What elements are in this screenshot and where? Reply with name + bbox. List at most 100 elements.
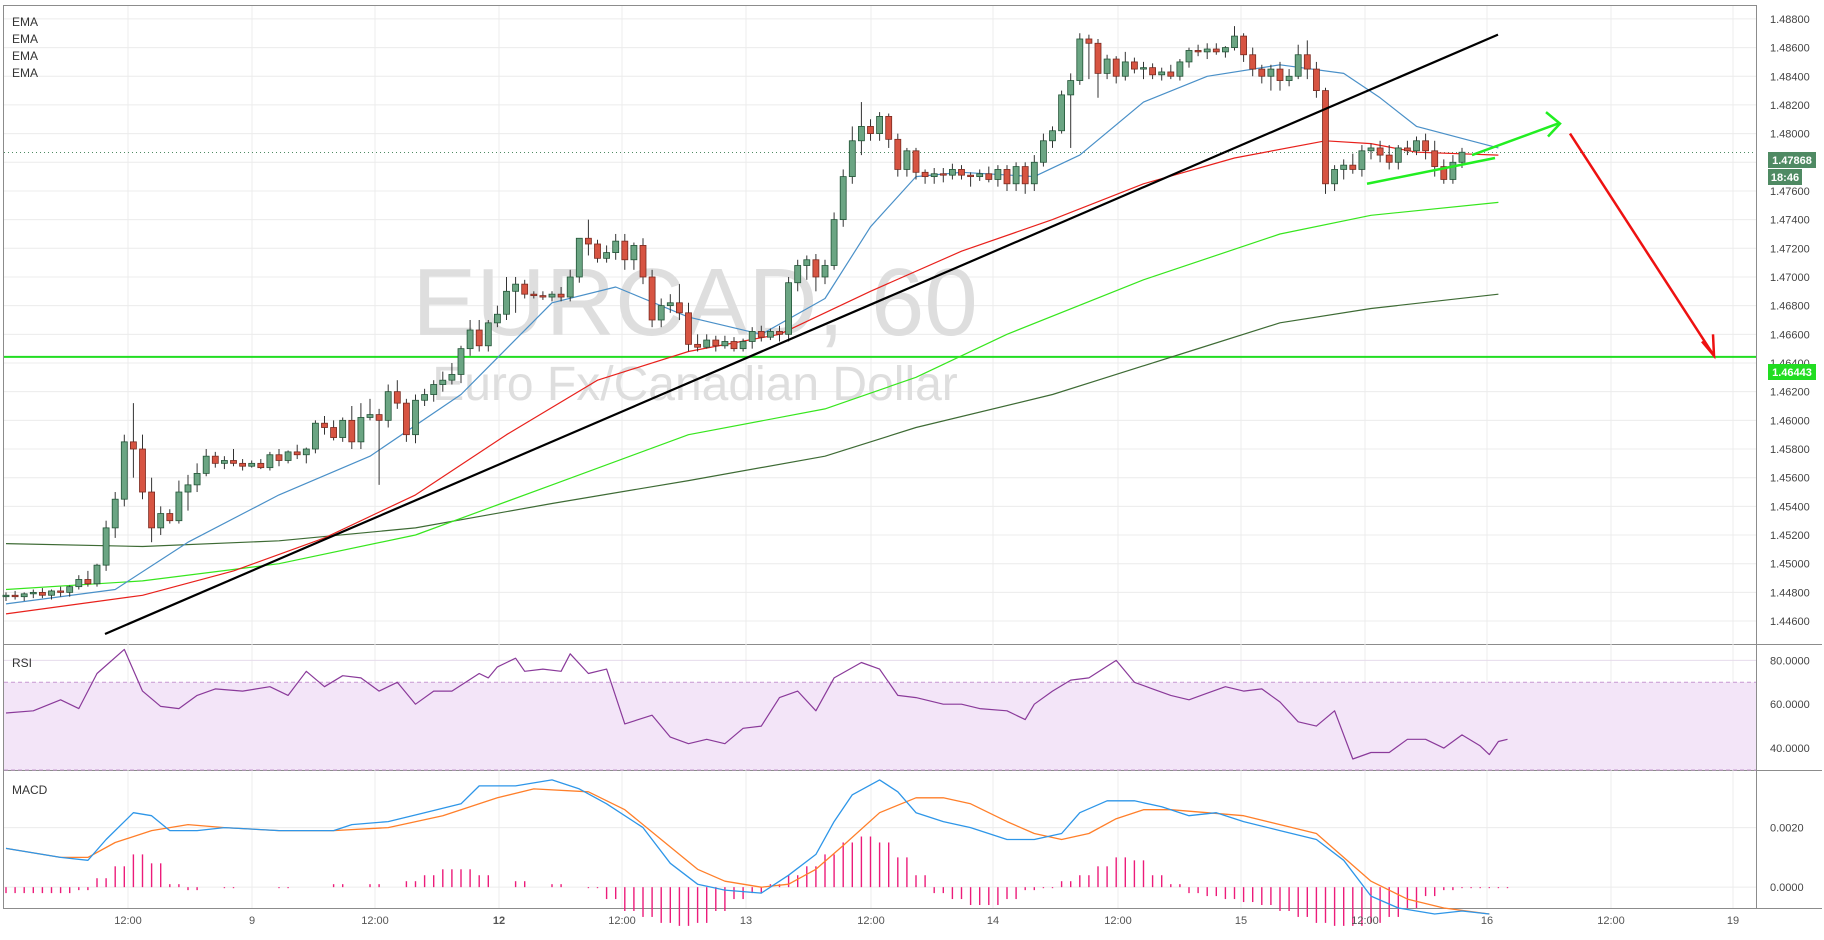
candle-body — [84, 579, 92, 585]
candle — [266, 451, 274, 471]
candle-body — [949, 169, 956, 176]
candle — [275, 449, 283, 467]
price-tick-label: 1.45800 — [1770, 444, 1810, 456]
rsi-pane[interactable] — [4, 648, 1756, 771]
candle-body — [639, 245, 647, 278]
macd-pane[interactable] — [5, 779, 1509, 926]
candle — [75, 575, 83, 590]
candle-body — [657, 305, 665, 321]
candle — [1167, 64, 1175, 80]
candle-body — [530, 293, 538, 297]
candle-body — [666, 302, 674, 307]
candle — [11, 590, 19, 600]
candle-body — [311, 422, 319, 450]
rsi-pane-label[interactable]: RSI — [12, 656, 32, 670]
candle — [39, 588, 46, 599]
candle — [211, 451, 219, 468]
candle-body — [20, 593, 28, 598]
candle-body — [29, 591, 37, 595]
candle-body — [1085, 38, 1093, 44]
last-price-badge: 1.47868 — [1768, 152, 1816, 168]
candle-body — [1194, 50, 1202, 53]
candle-body — [193, 472, 201, 486]
candle — [1267, 64, 1275, 91]
candle-body — [1049, 130, 1056, 142]
candle-body — [120, 441, 128, 500]
candle — [1212, 43, 1220, 55]
candle-body — [66, 586, 74, 593]
candle — [885, 113, 893, 148]
candle-body — [366, 414, 374, 418]
price-pane[interactable] — [2, 26, 1756, 635]
last-price-text: 1.47868 — [1772, 155, 1812, 167]
x-tick-label: 12:00 — [608, 915, 636, 927]
candle — [321, 416, 328, 435]
candle — [867, 119, 874, 141]
candle-body — [1367, 147, 1375, 152]
candle — [794, 259, 802, 292]
candle-body — [1413, 140, 1420, 152]
x-tick-label: 16 — [1481, 915, 1493, 927]
countdown-badge: 18:46 — [1768, 169, 1802, 185]
candle-body — [448, 374, 456, 381]
candle — [248, 460, 256, 468]
candle-body — [785, 282, 792, 335]
candle — [1367, 143, 1375, 160]
candle-body — [129, 441, 137, 450]
candle — [1076, 33, 1084, 85]
x-tick-label: 12:00 — [361, 915, 389, 927]
candle-body — [248, 462, 256, 467]
candle-body — [748, 331, 756, 342]
candle-body — [1431, 150, 1439, 167]
ema-legend-3[interactable]: EMA — [12, 49, 38, 63]
candle — [603, 245, 610, 263]
candle — [621, 233, 629, 270]
x-tick-label: 12:00 — [1104, 915, 1132, 927]
candle-body — [703, 339, 711, 348]
price-tick-label: 1.45000 — [1770, 559, 1810, 571]
candle-body — [402, 402, 410, 436]
candle-body — [512, 283, 519, 292]
candle — [666, 294, 674, 313]
candle-body — [1240, 35, 1247, 56]
candle — [1085, 34, 1093, 80]
candle — [612, 233, 620, 260]
price-tick-label: 1.47000 — [1770, 272, 1810, 284]
candle — [175, 480, 183, 524]
candle-body — [1249, 54, 1257, 70]
candle — [1030, 155, 1038, 191]
candle — [202, 449, 210, 477]
macd-tick-label: 0.0000 — [1770, 882, 1804, 894]
macd-pane-label[interactable]: MACD — [12, 783, 48, 797]
candle — [503, 276, 510, 320]
trendline — [104, 33, 1499, 635]
candle-body — [1131, 61, 1138, 70]
candle-body — [1140, 67, 1147, 70]
candle — [594, 239, 601, 263]
candle — [1140, 61, 1147, 80]
candle-body — [876, 115, 883, 135]
ema-legend-2[interactable]: EMA — [12, 32, 38, 46]
candle — [1394, 145, 1402, 170]
ema-legend-4[interactable]: EMA — [12, 66, 38, 80]
candle — [384, 384, 392, 428]
candle — [129, 403, 137, 478]
candle-body — [939, 173, 947, 176]
ema-legend-1[interactable]: EMA — [12, 15, 38, 29]
candle-body — [475, 329, 483, 347]
candle — [393, 380, 401, 409]
price-tick-label: 1.47400 — [1770, 215, 1810, 227]
candle — [448, 362, 456, 385]
candle-body — [794, 265, 802, 284]
candle — [48, 589, 55, 600]
candle-body — [548, 293, 556, 298]
candle — [694, 334, 701, 352]
candle-body — [39, 591, 46, 596]
candle-body — [1003, 169, 1011, 185]
x-tick-label: 15 — [1235, 915, 1247, 927]
candle — [803, 255, 811, 280]
candle — [1112, 56, 1120, 84]
candle — [1049, 126, 1056, 148]
